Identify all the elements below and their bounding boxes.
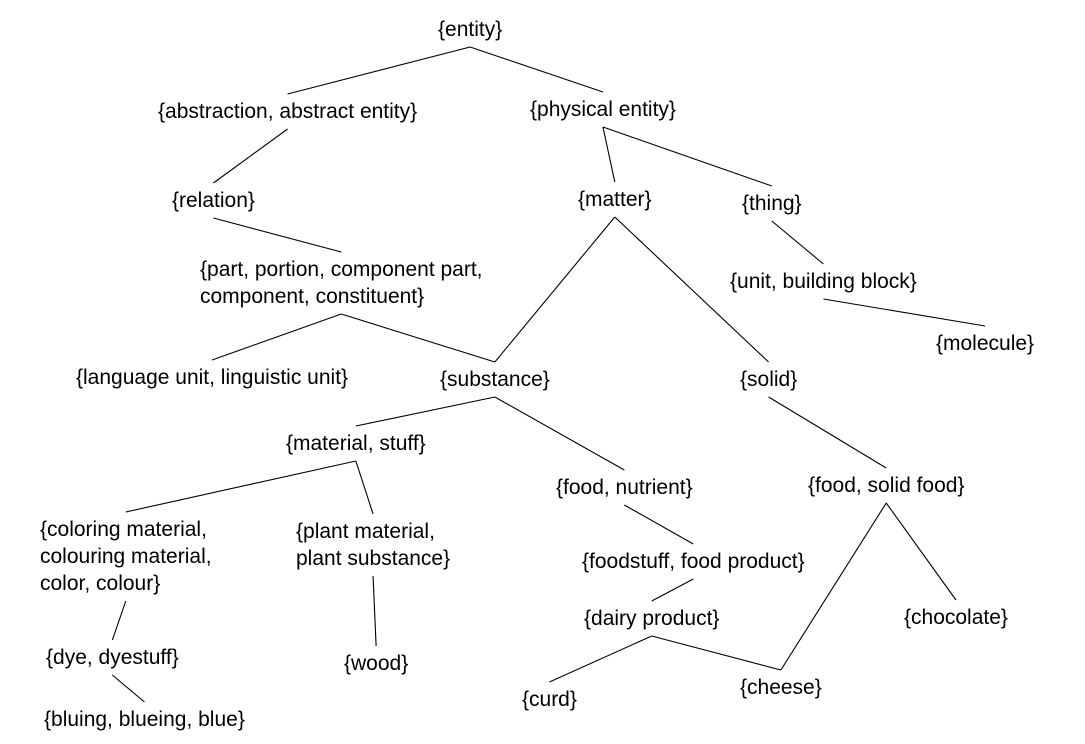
node-wood: {wood} [344, 650, 408, 677]
node-label-line: {plant material, [296, 520, 435, 543]
node-curd: {curd} [522, 686, 577, 713]
edge-coloring-dye [111, 600, 127, 641]
node-molecule: {molecule} [936, 330, 1034, 357]
node-label-line: {curd} [522, 688, 577, 711]
node-label-line: plant substance} [296, 547, 451, 570]
edge-food_solid-chocolate [885, 502, 957, 601]
node-label-line: {food, nutrient} [556, 476, 693, 499]
edge-part-language_unit [211, 313, 342, 361]
edge-food_solid-cheese [780, 502, 887, 671]
edge-relation-part [213, 217, 342, 253]
node-bluing: {bluing, blueing, blue} [44, 706, 245, 733]
node-label-line: {matter} [578, 188, 652, 211]
edge-plant-wood [372, 575, 377, 647]
node-label-line: {material, stuff} [286, 432, 426, 455]
node-chocolate: {chocolate} [904, 604, 1008, 631]
node-entity: {entity} [438, 16, 502, 43]
node-label-line: {physical entity} [530, 98, 676, 121]
edge-dairy-cheese [651, 635, 782, 671]
node-coloring-material: {coloring material, colouring material, co… [40, 516, 212, 597]
node-food-solid: {food, solid food} [808, 472, 964, 499]
edge-unit-molecule [823, 298, 986, 327]
node-physical-entity: {physical entity} [530, 96, 676, 123]
node-dye: {dye, dyestuff} [46, 644, 179, 671]
node-label-line: {foodstuff, food product} [582, 550, 805, 573]
node-label-line: {wood} [344, 652, 409, 675]
edge-thing-unit [771, 220, 824, 265]
node-solid: {solid} [740, 366, 797, 393]
edge-physical_entity-thing [602, 126, 772, 187]
edge-material-plant [355, 460, 374, 515]
node-label-line: {substance} [440, 368, 550, 391]
edge-entity-abstraction [287, 46, 471, 95]
node-label-line: {relation} [172, 189, 255, 212]
node-label-line: {dairy product} [584, 607, 720, 630]
node-relation: {relation} [172, 187, 255, 214]
node-cheese: {cheese} [740, 674, 822, 701]
node-food-nutrient: {food, nutrient} [556, 474, 693, 501]
node-foodstuff: {foodstuff, food product} [582, 548, 805, 575]
node-label-line: {coloring material, [40, 518, 207, 541]
edge-matter-solid [614, 216, 769, 363]
edge-substance-food_nutrient [494, 396, 625, 471]
edge-abstraction-relation [213, 128, 288, 184]
node-dairy-product: {dairy product} [584, 605, 719, 632]
node-part: {part, portion, component part, component… [200, 256, 483, 310]
node-label-line: {part, portion, component part, [200, 258, 483, 281]
node-plant-material: {plant material, plant substance} [296, 518, 450, 572]
node-label-line: {thing} [742, 192, 802, 215]
node-label-line: {chocolate} [904, 606, 1008, 629]
edge-substance-material [355, 396, 495, 427]
edge-dairy-curd [549, 635, 652, 683]
edge-entity-physical_entity [469, 46, 604, 93]
node-label-line: {bluing, blueing, blue} [44, 708, 245, 731]
node-abstraction: {abstraction, abstract entity} [158, 98, 417, 125]
node-label-line: {dye, dyestuff} [46, 646, 179, 669]
node-label-line: {unit, building block} [730, 270, 917, 293]
node-label-line: {food, solid food} [808, 474, 965, 497]
edge-physical_entity-matter [602, 126, 616, 183]
edge-foodstuff-dairy [651, 578, 694, 602]
node-label-line: {entity} [438, 18, 503, 41]
node-language-unit: {language unit, linguistic unit} [76, 364, 348, 391]
edge-solid-food_solid [768, 396, 887, 469]
edge-matter-substance [494, 216, 616, 363]
node-label-line: {cheese} [740, 676, 822, 699]
node-label-line: component, constituent} [200, 285, 425, 308]
node-matter: {matter} [578, 186, 652, 213]
node-thing: {thing} [742, 190, 802, 217]
node-substance: {substance} [440, 366, 550, 393]
edge-dye-bluing [112, 674, 145, 703]
node-material: {material, stuff} [286, 430, 426, 457]
edge-part-substance [341, 313, 496, 363]
node-label-line: {solid} [740, 368, 798, 391]
node-label-line: {abstraction, abstract entity} [158, 100, 418, 123]
node-label-line: {molecule} [936, 332, 1035, 355]
node-unit: {unit, building block} [730, 268, 917, 295]
node-label-line: color, colour} [40, 572, 161, 595]
node-label-line: colouring material, [40, 545, 212, 568]
node-label-line: {language unit, linguistic unit} [76, 366, 349, 389]
edge-food_nutrient-foodstuff [624, 504, 694, 545]
edge-material-coloring [125, 460, 356, 513]
